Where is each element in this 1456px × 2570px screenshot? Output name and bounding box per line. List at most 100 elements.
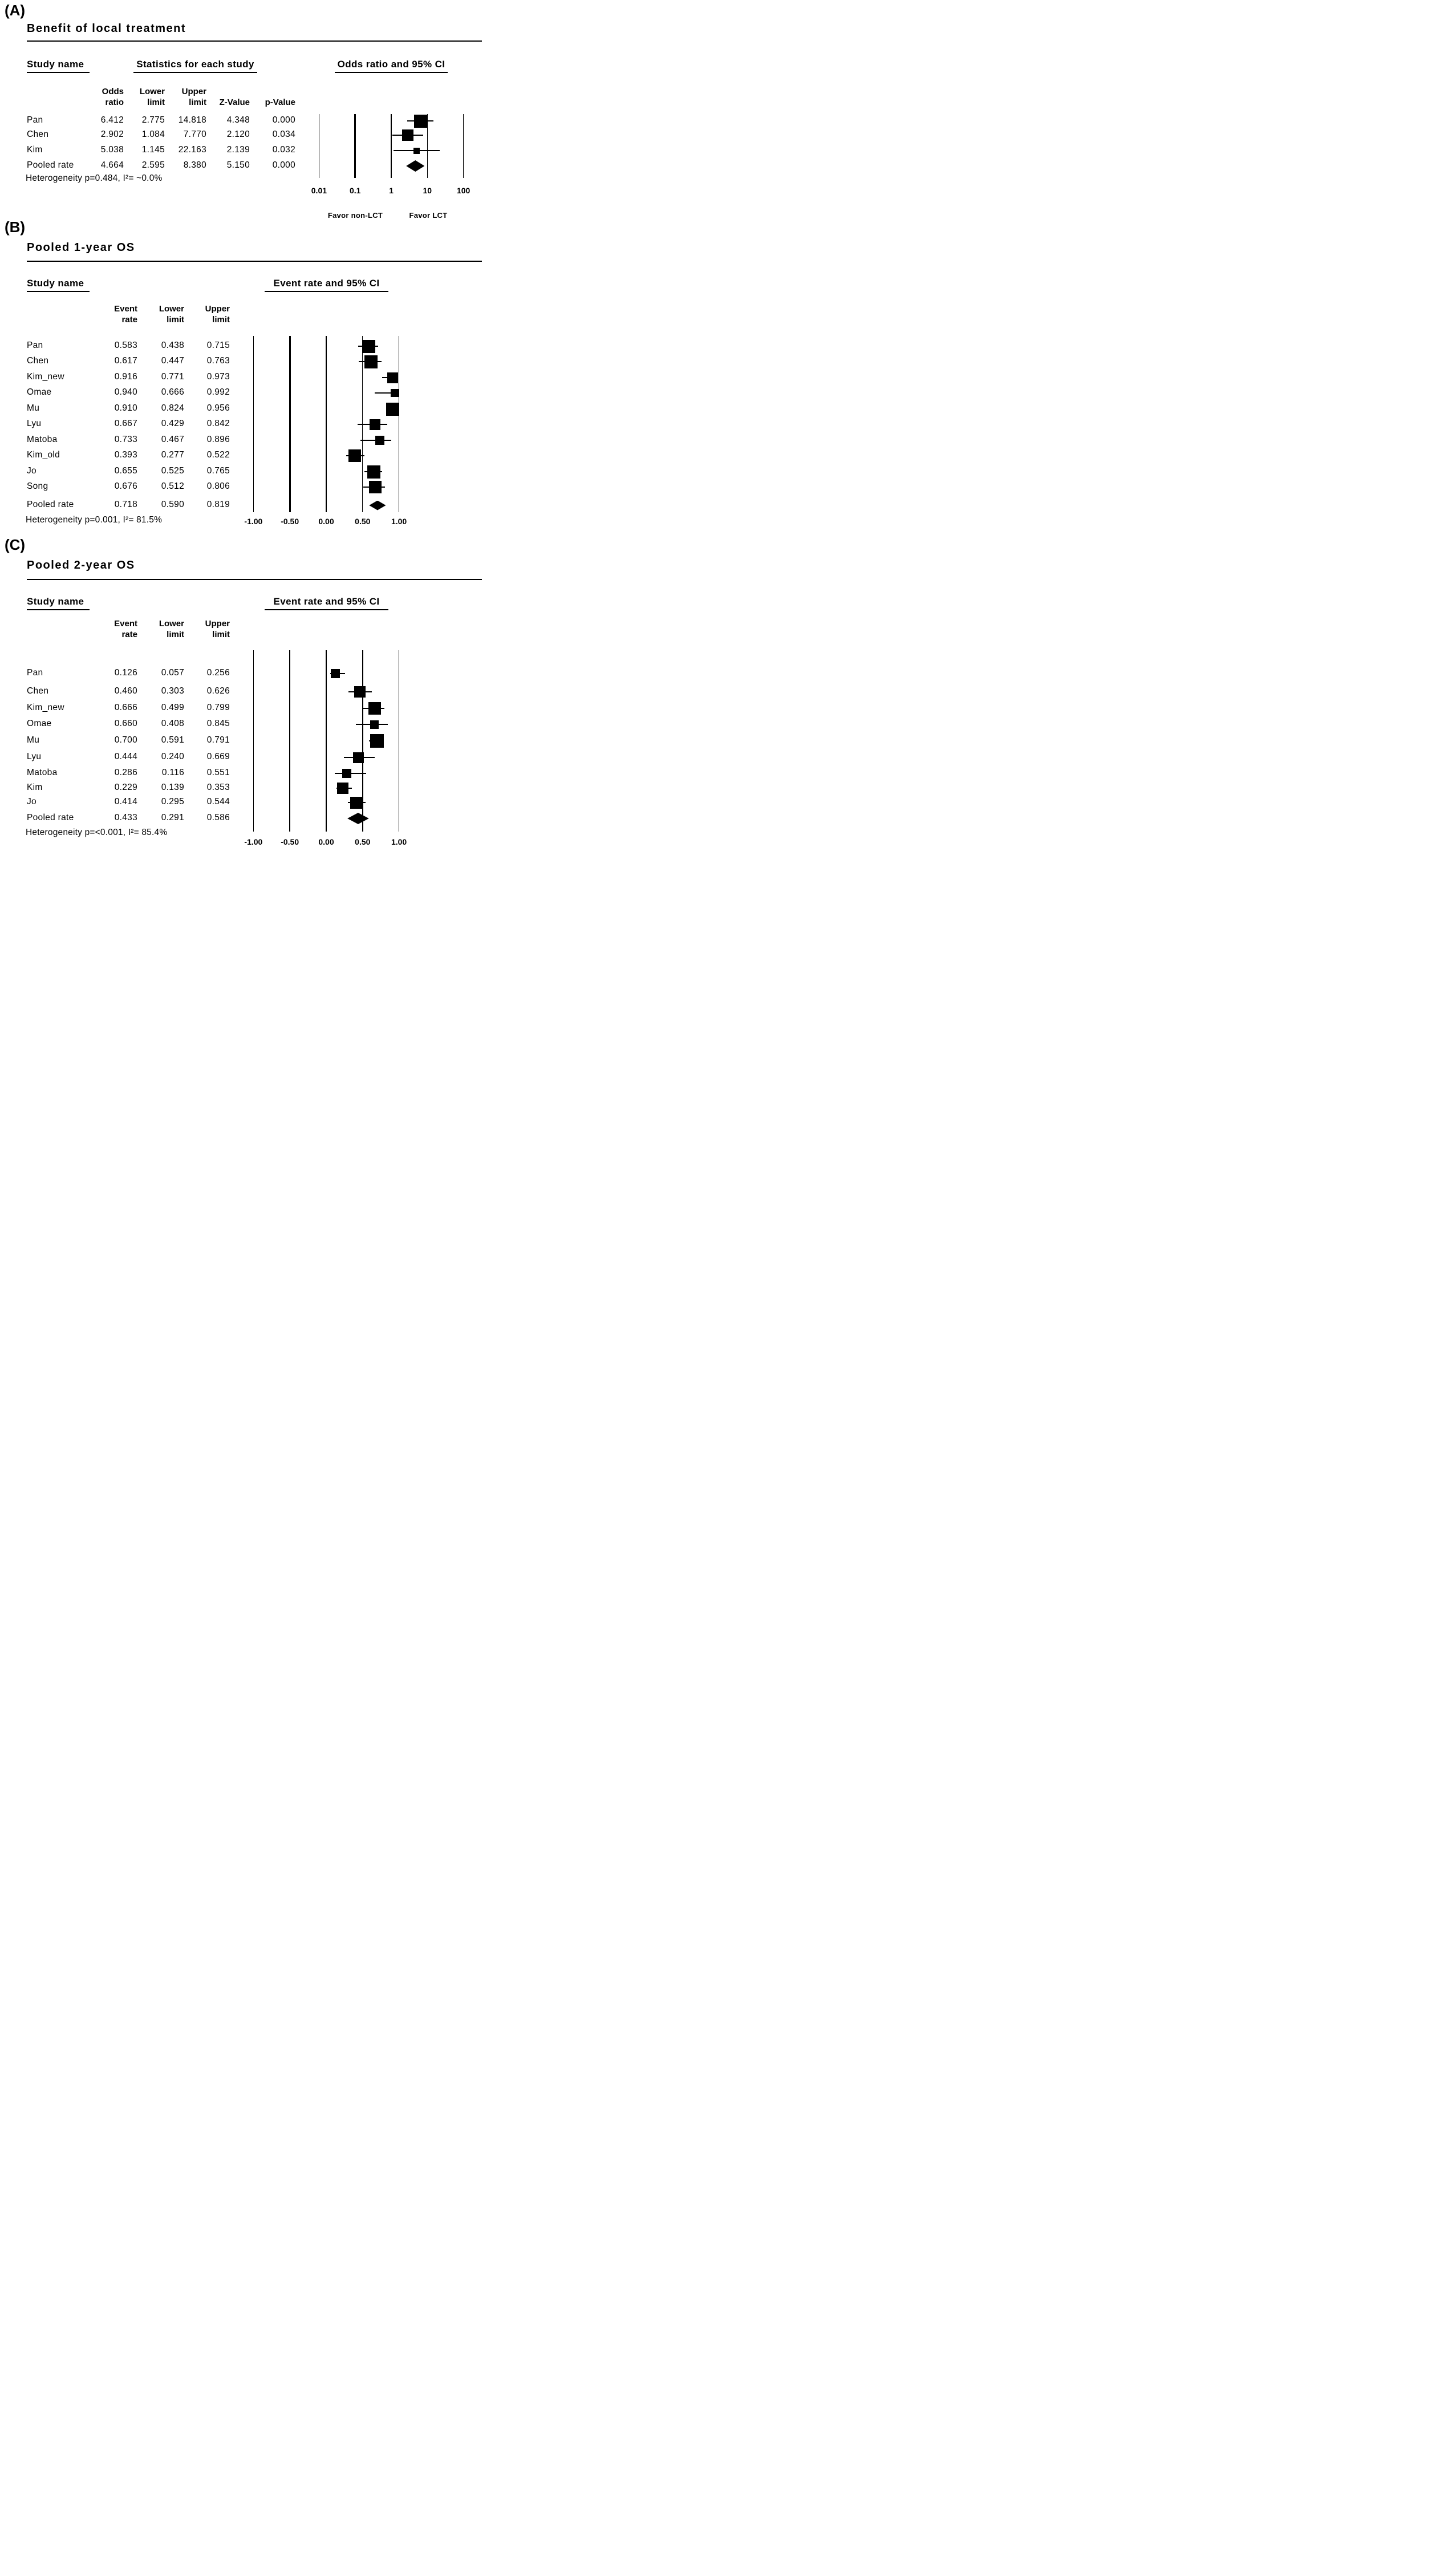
plot-gridline [398,650,400,832]
study-name: Mu [27,735,40,745]
panel-label: (A) [5,2,26,19]
stat-cell: 0.763 [206,356,230,366]
column-header: rate [121,630,137,639]
stat-cell: 0.718 [114,500,137,509]
stat-cell: 8.380 [183,160,206,170]
column-header: Upper [205,304,230,314]
stat-cell: 22.163 [178,145,206,155]
stat-cell: 0.525 [161,466,184,476]
panel-title: Benefit of local treatment [27,22,186,35]
stat-cell: 0.444 [114,752,137,761]
stat-cell: 0.353 [206,783,230,792]
study-marker [337,783,349,794]
stat-cell: 0.956 [206,403,230,413]
stat-cell: 0.845 [206,719,230,728]
study-marker [362,339,375,353]
column-header: limit [212,630,230,639]
stat-cell: 0.438 [161,340,184,350]
stat-cell: 0.512 [161,481,184,491]
study-name: Song [27,481,48,491]
pooled-diamond [369,500,386,510]
stat-cell: 0.590 [161,500,184,509]
stat-cell: 0.586 [206,813,230,822]
panel-title: Pooled 1-year OS [27,241,135,254]
study-name: Jo [27,466,36,476]
column-header: p-Value [265,98,295,107]
axis-tick-label: 100 [456,186,471,195]
stat-cell: 0.291 [161,813,184,822]
stat-cell: 4.348 [226,115,250,125]
study-name: Kim_old [27,450,60,460]
stat-cell: 0.229 [114,783,137,792]
study-marker [369,419,380,430]
study-name-header: Study name [27,59,90,74]
stat-cell: 2.595 [141,160,165,170]
stat-cell: 0.139 [161,783,184,792]
study-name: Chen [27,129,49,139]
stat-cell: 7.770 [183,129,206,139]
axis-tick-label: 0.50 [355,837,371,846]
study-marker [387,372,399,383]
study-name: Matoba [27,768,58,777]
study-name: Chen [27,356,49,366]
stat-cell: 6.412 [100,115,124,125]
stat-cell: 0.733 [114,435,137,444]
study-name-header: Study name [27,278,90,293]
title-rule [27,261,482,262]
column-header: limit [147,98,165,107]
study-name: Omae [27,387,52,397]
axis-tick-label: -0.50 [281,517,299,526]
study-name: Pan [27,115,43,125]
stat-cell: 1.084 [141,129,165,139]
favor-right-label: Favor LCT [409,211,448,220]
study-marker [353,752,364,763]
column-header: limit [167,315,184,325]
stat-cell: 0.433 [114,813,137,822]
study-marker [402,129,414,141]
column-header: Lower [159,619,184,629]
stat-cell: 0.765 [206,466,230,476]
axis-tick-label: 1.00 [391,837,407,846]
pooled-diamond [347,813,369,824]
plot-gridline [354,114,356,178]
plot-header: Event rate and 95% CI [265,278,388,293]
stat-cell: 0.034 [272,129,295,139]
stat-cell: 0.973 [206,372,230,382]
stat-cell: 0.791 [206,735,230,745]
plot-gridline [463,114,464,178]
panel-label: (C) [5,536,26,553]
stat-cell: 0.715 [206,340,230,350]
stat-cell: 5.038 [100,145,124,155]
study-marker [413,147,420,154]
stat-cell: 0.910 [114,403,137,413]
stats-header: Statistics for each study [133,59,257,74]
axis-tick-label: 0.00 [318,837,334,846]
stat-cell: 0.286 [114,768,137,777]
column-header: Lower [139,87,165,96]
study-marker [367,465,381,479]
stat-cell: 0.819 [206,500,230,509]
study-name: Kim_new [27,372,64,382]
study-marker [350,796,363,809]
stat-cell: 0.429 [161,419,184,428]
stat-cell: 0.992 [206,387,230,397]
column-header: limit [189,98,206,107]
axis-tick-label: 0.00 [318,517,334,526]
stat-cell: 0.240 [161,752,184,761]
study-marker [364,355,378,368]
column-header: Odds [102,87,124,96]
axis-tick-label: 1.00 [391,517,407,526]
stat-cell: 0.667 [114,419,137,428]
column-header: limit [167,630,184,639]
plot-gridline [391,114,392,178]
stat-cell: 0.806 [206,481,230,491]
stat-cell: 0.655 [114,466,137,476]
stat-cell: 0.295 [161,797,184,806]
column-header: Event [114,304,137,314]
stat-cell: 0.393 [114,450,137,460]
stat-cell: 0.583 [114,340,137,350]
stat-cell: 0.522 [206,450,230,460]
stat-cell: 0.277 [161,450,184,460]
study-name: Lyu [27,419,42,428]
stat-cell: 0.467 [161,435,184,444]
